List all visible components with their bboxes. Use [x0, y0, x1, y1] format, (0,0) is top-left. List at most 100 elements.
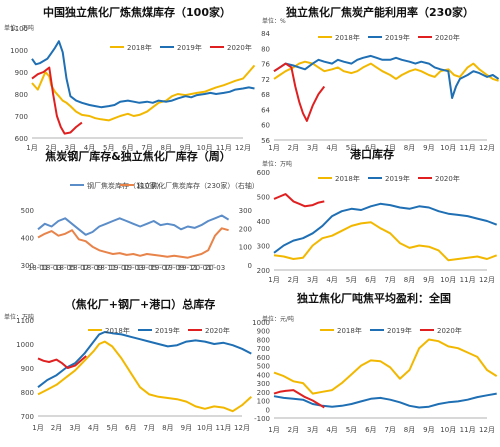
y-tick-label: 300: [257, 380, 270, 388]
legend-label: 2020年: [227, 43, 252, 52]
x-tick-label: 6月: [125, 424, 136, 432]
y-tick-label: 900: [15, 69, 28, 77]
y2-tick-label: 300: [239, 207, 252, 215]
y-tick-label: 84: [261, 30, 270, 38]
legend-label: 2018年: [335, 33, 360, 42]
series-line-3: [273, 62, 326, 122]
x-tick-label: 7月: [384, 276, 395, 284]
chart-title: 港口库存: [350, 147, 394, 161]
x-tick-label: 12月: [235, 144, 251, 152]
legend-label: 2020年: [435, 174, 460, 183]
x-tick-label: 12月: [479, 276, 495, 284]
x-tick-label: 2月: [51, 424, 62, 432]
x-tick-label: 7月: [141, 144, 152, 152]
y-tick-label: 76: [261, 61, 270, 69]
y-tick-label: 300: [21, 262, 34, 270]
series-line-3: [31, 66, 83, 135]
y-tick-label: 80: [261, 45, 270, 53]
x-tick-label: 9月: [423, 276, 434, 284]
legend-label: 2020年: [437, 326, 462, 335]
x-tick-label: 19-05: [137, 264, 157, 272]
x-tick-label: 2月: [45, 144, 56, 152]
y2-tick-label: 0: [248, 262, 252, 270]
x-tick-label: 10月: [440, 276, 456, 284]
x-tick-label: 19-09: [164, 264, 184, 272]
y-tick-label: 700: [15, 113, 28, 121]
y-tick-label: 68: [261, 91, 270, 99]
x-tick-label: 4月: [326, 276, 337, 284]
chart-title: 独立焦化厂吨焦平均盈利：全国: [296, 291, 451, 305]
legend-label: 2020年: [205, 326, 230, 335]
x-tick-label: 6月: [122, 144, 133, 152]
y-tick-label: 1100: [16, 317, 34, 325]
y-tick-label: 800: [21, 389, 34, 397]
legend-label: 2020年: [435, 33, 460, 42]
x-tick-label: 6月: [365, 426, 376, 434]
y-tick-label: 600: [15, 135, 28, 143]
x-tick-label: 1月: [268, 276, 279, 284]
series-line-1: [37, 214, 230, 236]
x-tick-label: 10月: [197, 424, 213, 432]
series-line-1: [273, 338, 498, 395]
series-line-2: [273, 54, 500, 99]
legend-label: 2019年: [155, 326, 180, 335]
x-tick-label: 5月: [106, 424, 117, 432]
legend-label: 2019年: [387, 326, 412, 335]
x-tick-label: 3月: [307, 276, 318, 284]
x-tick-label: 11月: [460, 276, 476, 284]
x-tick-label: 19-11: [178, 264, 198, 272]
y-tick-label: 400: [21, 235, 34, 243]
y-tick-label: 1000: [10, 47, 28, 55]
y-tick-label: 200: [257, 389, 270, 397]
y-tick-label: 600: [257, 169, 270, 177]
x-tick-label: 3月: [307, 426, 318, 434]
x-tick-label: 9月: [423, 144, 434, 152]
x-tick-label: 20-01: [191, 264, 211, 272]
x-tick-label: 5月: [346, 276, 357, 284]
y-tick-label: 0: [266, 406, 270, 414]
legend-label: 2018年: [337, 326, 362, 335]
series-line-2: [37, 227, 229, 259]
x-tick-label: 5月: [103, 144, 114, 152]
series-line-2: [273, 392, 497, 409]
y-tick-label: 800: [15, 91, 28, 99]
legend-label: 2019年: [385, 33, 410, 42]
y-tick-label: 1000: [252, 319, 270, 327]
y-tick-label: 800: [257, 336, 270, 344]
unit-label: 单位：万吨: [4, 24, 34, 32]
x-tick-label: 19-01: [110, 264, 130, 272]
x-tick-label: 1月: [268, 144, 279, 152]
series-line-1: [273, 221, 498, 262]
x-tick-label: 3月: [307, 144, 318, 152]
y2-tick-label: 100: [239, 244, 252, 252]
series-line-1: [37, 340, 252, 413]
x-tick-label: 18-07: [69, 264, 89, 272]
chart-panel-2: 独立焦化厂焦炭产能利用率（230家）单位：% 56 60 64 68 72 76 80 84 1月…: [261, 5, 500, 152]
x-tick-label: 4月: [84, 144, 95, 152]
x-tick-label: 8月: [162, 424, 173, 432]
y-tick-label: 60: [261, 122, 270, 130]
x-tick-label: 11月: [460, 144, 476, 152]
x-tick-label: 10月: [197, 144, 213, 152]
chart-panel-3: 焦炭钢厂库存&独立焦化厂库存（周）300400500010020030018-0…: [21, 149, 259, 272]
x-tick-label: 8月: [404, 276, 415, 284]
y-tick-label: 600: [257, 354, 270, 362]
legend-label: 2019年: [385, 174, 410, 183]
x-tick-label: 1月: [268, 426, 279, 434]
legend-label: 2018年: [105, 326, 130, 335]
y-tick-label: 500: [257, 363, 270, 371]
series-line-3: [37, 355, 87, 369]
chart-title: 中国独立焦化厂炼焦煤库存（100家）: [43, 5, 231, 19]
x-tick-label: 3月: [65, 144, 76, 152]
y-tick-label: 100: [257, 398, 270, 406]
series-line-2: [37, 331, 252, 388]
y-tick-label: 64: [261, 106, 270, 114]
x-tick-label: 11月: [216, 144, 232, 152]
y-tick-label: 900: [21, 365, 34, 373]
y-tick-label: 700: [21, 413, 34, 421]
y-tick-label: 300: [257, 243, 270, 251]
x-tick-label: 3月: [69, 424, 80, 432]
chart-title: （焦化厂+钢厂+港口）总库存: [65, 297, 215, 311]
